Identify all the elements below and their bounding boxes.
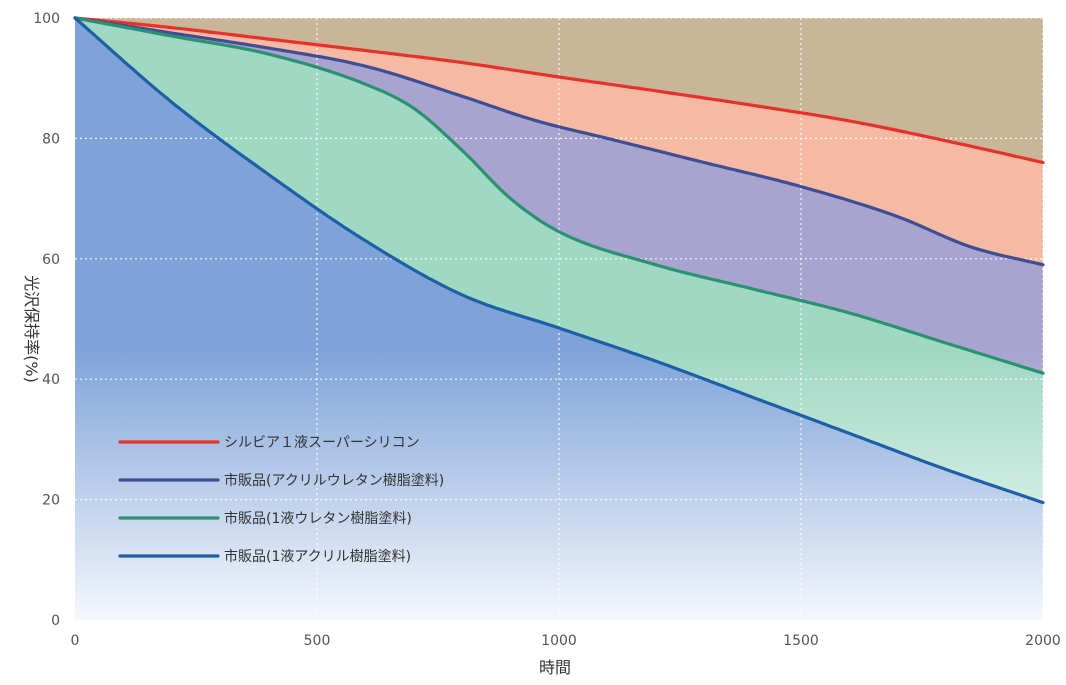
x-axis-title: 時間 [539, 658, 571, 677]
x-tick-label: 1000 [541, 633, 577, 649]
y-tick-label: 20 [42, 493, 60, 509]
y-tick-label: 80 [42, 131, 60, 147]
y-tick-label: 60 [42, 252, 60, 268]
y-tick-label: 0 [51, 613, 60, 629]
x-tick-label: 1500 [783, 633, 819, 649]
series-line-4 [73, 16, 1045, 505]
legend-label: 市販品(アクリルウレタン樹脂塗料) [224, 472, 444, 489]
y-axis-title: 光沢保持率(%) [22, 275, 41, 383]
y-tick-label: 100 [33, 11, 60, 27]
legend-label: 市販品(1液アクリル樹脂塗料) [224, 548, 411, 565]
y-tick-label: 40 [42, 372, 60, 388]
series-line-3 [73, 16, 1045, 375]
series-line-2 [73, 16, 1045, 267]
x-tick-label: 500 [304, 633, 331, 649]
legend-label: シルビア１液スーパーシリコン [224, 435, 420, 451]
gridlines [75, 17, 1044, 620]
series-lines [73, 16, 1045, 505]
x-tick-label: 0 [71, 633, 80, 649]
series-line-1 [73, 16, 1045, 165]
legend-label: 市販品(1液ウレタン樹脂塗料) [224, 510, 412, 527]
x-tick-label: 2000 [1025, 633, 1061, 649]
